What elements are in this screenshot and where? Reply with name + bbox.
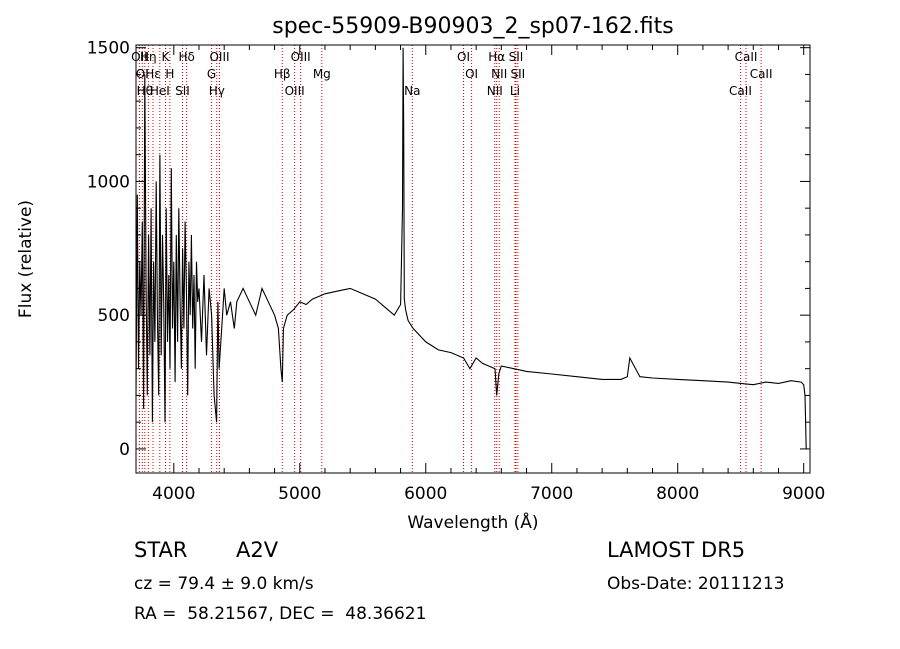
line-label: NII bbox=[487, 84, 503, 98]
x-tick-label: 4000 bbox=[152, 484, 195, 504]
line-label: OIII bbox=[291, 50, 311, 64]
line-label: OII bbox=[131, 50, 148, 64]
y-tick-label: 500 bbox=[98, 306, 130, 326]
obs-date: Obs-Date: 20111213 bbox=[607, 574, 785, 594]
line-label: G bbox=[207, 67, 216, 81]
object-class: STAR bbox=[134, 538, 188, 562]
ra-dec: RA = 58.21567, DEC = 48.36621 bbox=[134, 604, 427, 624]
x-tick-label: 6000 bbox=[404, 484, 447, 504]
line-label: Hη bbox=[140, 50, 157, 64]
x-axis: 4000 5000 6000 7000 8000 9000 bbox=[152, 45, 825, 504]
chart-title: spec-55909-B90903_2_sp07-162.fits bbox=[272, 14, 674, 39]
line-label: Hε bbox=[145, 67, 161, 81]
line-label: SII bbox=[510, 67, 525, 81]
line-label: OI bbox=[136, 67, 149, 81]
line-label: Na bbox=[404, 84, 420, 98]
line-label: Hα bbox=[488, 50, 505, 64]
y-tick-label: 0 bbox=[119, 440, 130, 460]
line-label: Hγ bbox=[209, 84, 225, 98]
line-label: Mg bbox=[313, 67, 331, 81]
line-label: CaII bbox=[729, 84, 752, 98]
line-markers bbox=[138, 45, 762, 473]
redshift-cz: cz = 79.4 ± 9.0 km/s bbox=[134, 574, 314, 594]
line-label: OIII bbox=[285, 84, 305, 98]
line-label: OIII bbox=[209, 50, 229, 64]
y-axis-label: Flux (relative) bbox=[16, 200, 36, 318]
line-label: SII bbox=[509, 50, 524, 64]
spectrum-line bbox=[135, 47, 807, 449]
x-tick-label: 9000 bbox=[782, 484, 825, 504]
object-subclass: A2V bbox=[236, 538, 279, 562]
x-tick-label: 8000 bbox=[656, 484, 699, 504]
x-tick-label: 5000 bbox=[278, 484, 321, 504]
line-label: H bbox=[165, 67, 174, 81]
survey-name: LAMOST DR5 bbox=[607, 538, 746, 562]
line-label: CaII bbox=[750, 67, 773, 81]
x-tick-label: 7000 bbox=[530, 484, 573, 504]
x-axis-label: Wavelength (Å) bbox=[407, 511, 538, 533]
line-label: HeI bbox=[150, 84, 170, 98]
line-label: CaII bbox=[735, 50, 758, 64]
line-label: SII bbox=[175, 84, 190, 98]
line-label: Hβ bbox=[274, 67, 291, 81]
line-label: Li bbox=[510, 84, 520, 98]
line-label: OI bbox=[457, 50, 470, 64]
line-label: NII bbox=[491, 67, 507, 81]
line-label: OI bbox=[465, 67, 478, 81]
line-label: Hδ bbox=[178, 50, 194, 64]
y-tick-label: 1500 bbox=[87, 39, 130, 59]
marker-labels: OIIOIHθHηHεHeIKHSIIHδGHγOIIIHβOIIIOIIIMg… bbox=[131, 50, 772, 98]
plot-frame bbox=[135, 44, 811, 474]
line-label: K bbox=[162, 50, 171, 64]
y-tick-label: 1000 bbox=[87, 172, 130, 192]
y-axis: 0 500 1000 1500 bbox=[87, 39, 810, 460]
